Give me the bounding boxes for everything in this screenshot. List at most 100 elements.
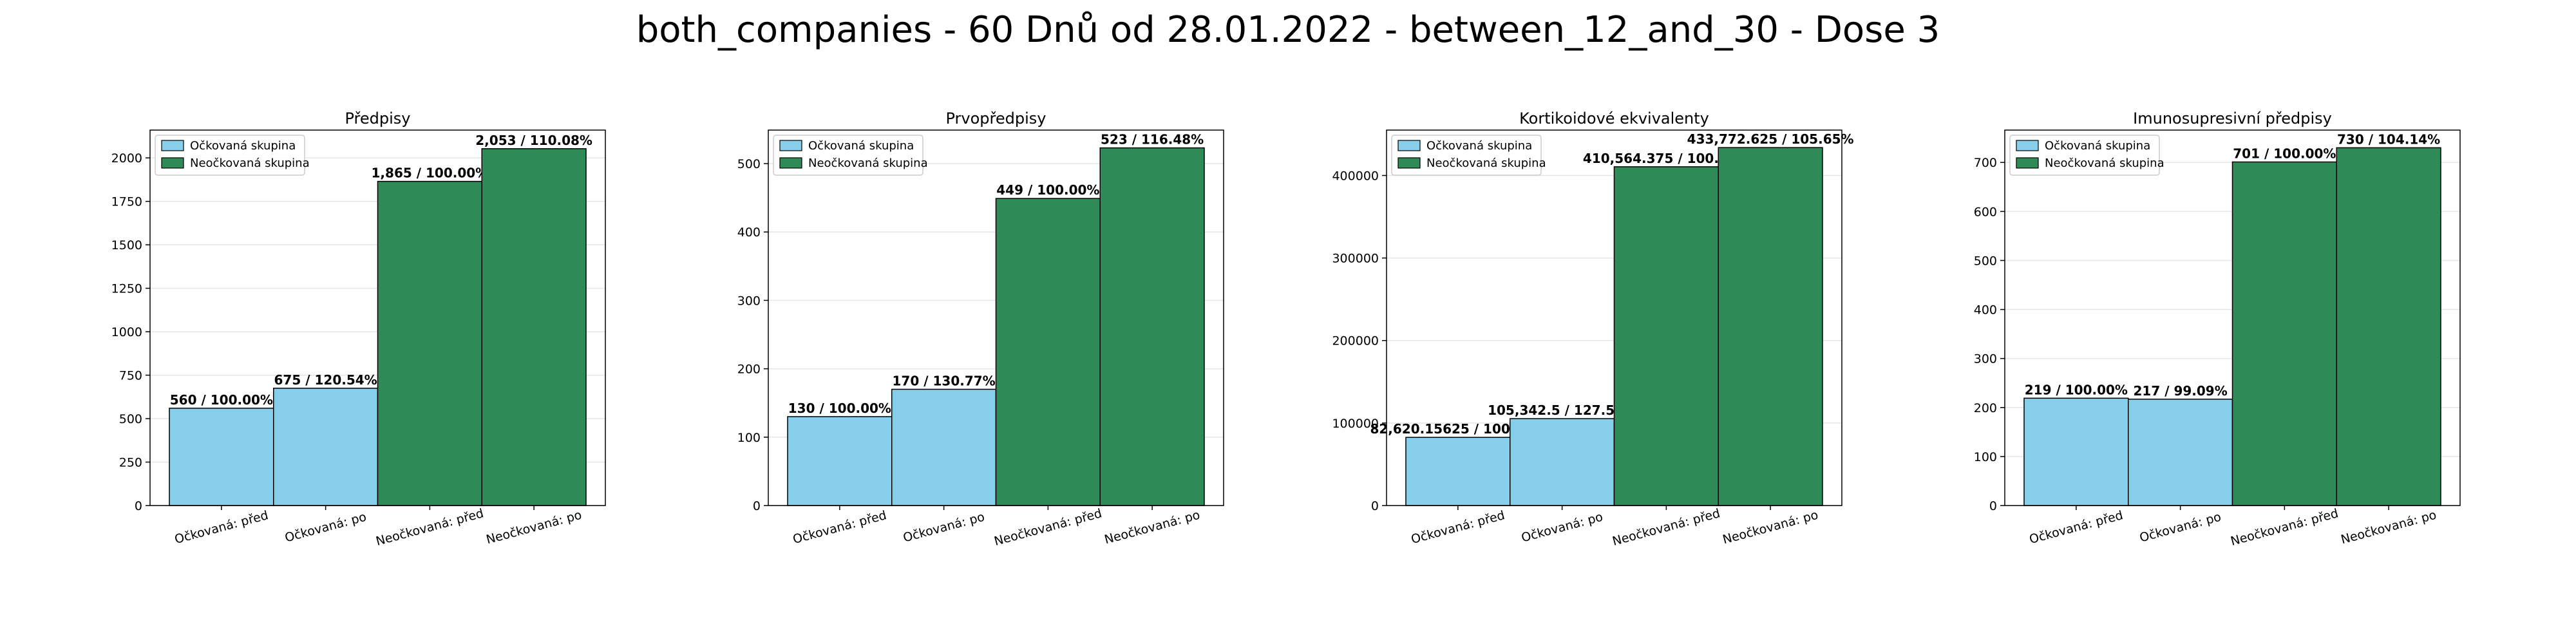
- y-tick-label: 100000: [1332, 417, 1379, 431]
- x-tick-label: Neočkovaná: po: [1721, 508, 1820, 547]
- legend-swatch: [161, 140, 184, 151]
- legend-swatch: [1397, 157, 1421, 169]
- x-tick-label: Očkovaná: před: [173, 508, 270, 547]
- y-tick-label: 300: [1974, 352, 1997, 366]
- chart-title: Předpisy: [345, 109, 411, 128]
- x-tick-label: Neočkovaná: po: [2340, 508, 2438, 547]
- y-tick-label: 700: [1974, 156, 1997, 170]
- y-tick-label: 0: [1989, 499, 1997, 513]
- x-tick-label: Očkovaná: po: [1520, 510, 1604, 545]
- legend-box: [1391, 135, 1542, 176]
- chart-panel-4: 219 / 100.00% Očkovaná: před 217 / 99.09% O…: [1974, 109, 2461, 549]
- y-tick-label: 0: [753, 499, 761, 513]
- legend-swatch: [161, 157, 184, 169]
- legend-label: Očkovaná skupina: [190, 139, 296, 153]
- legend-swatch: [2016, 140, 2039, 151]
- axes-frame: [2004, 129, 2461, 506]
- bar-value-label: 2,053 / 110.08%: [475, 133, 592, 148]
- y-tick-label: 1000: [111, 325, 142, 339]
- bar-1: [169, 408, 274, 506]
- bar-value-label: 219 / 100.00%: [2025, 382, 2128, 397]
- bar-4: [2336, 147, 2441, 506]
- y-tick-label: 1750: [111, 195, 142, 209]
- legend: Očkovaná skupina Neočkovaná skupina: [1391, 135, 1546, 176]
- x-tick-label: Očkovaná: po: [283, 510, 368, 545]
- legend-swatch: [779, 140, 802, 151]
- x-tick-label: Neočkovaná: před: [2229, 506, 2340, 549]
- legend: Očkovaná skupina Neočkovaná skupina: [773, 135, 928, 176]
- bar-3: [1613, 166, 1719, 506]
- y-tick-label: 300000: [1332, 252, 1379, 266]
- bar-value-label: 730 / 104.14%: [2337, 131, 2440, 147]
- y-tick-label: 0: [1371, 499, 1379, 513]
- x-tick-label: Neočkovaná: před: [374, 506, 485, 549]
- bar-value-label: 560 / 100.00%: [170, 392, 273, 408]
- y-tick-label: 500: [1974, 254, 1997, 268]
- x-tick-label: Očkovaná: před: [1410, 508, 1506, 547]
- bar-value-label: 170 / 130.77%: [893, 373, 996, 388]
- bar-4: [1718, 147, 1823, 506]
- y-tick-label: 300: [737, 294, 761, 308]
- bar-value-label: 675 / 120.54%: [274, 372, 377, 388]
- x-tick-label: Neočkovaná: před: [992, 506, 1103, 549]
- legend-label: Očkovaná skupina: [1426, 139, 1532, 153]
- y-tick-label: 200: [1974, 401, 1997, 415]
- x-tick-label: Očkovaná: před: [2028, 508, 2125, 547]
- bar-value-label: 217 / 99.09%: [2133, 383, 2227, 399]
- bar-value-label: 130 / 100.00%: [788, 401, 891, 416]
- bar-2: [891, 388, 997, 506]
- y-tick-label: 750: [119, 369, 142, 383]
- x-tick-label: Očkovaná: po: [2138, 510, 2222, 545]
- bar-3: [995, 198, 1101, 506]
- y-tick-label: 100: [1974, 450, 1997, 464]
- axes-frame: [1386, 129, 1842, 506]
- bar-value-label: 433,772.625 / 105.65%: [1687, 131, 1854, 147]
- bar-1: [2023, 397, 2129, 506]
- legend: Očkovaná skupina Neočkovaná skupina: [2009, 135, 2164, 176]
- y-tick-label: 100: [737, 431, 761, 445]
- bar-value-label: 701 / 100.00%: [2233, 146, 2336, 161]
- chart-panel-2: 130 / 100.00% Očkovaná: před 170 / 130.77%…: [737, 109, 1224, 549]
- bar-3: [377, 180, 482, 506]
- y-tick-label: 500: [737, 157, 761, 171]
- x-tick-label: Očkovaná: před: [791, 508, 888, 547]
- figure-suptitle: both_companies - 60 Dnů od 28.01.2022 - …: [636, 9, 1940, 51]
- y-tick-label: 2000: [111, 151, 142, 166]
- y-tick-label: 200000: [1332, 334, 1379, 348]
- legend-label: Neočkovaná skupina: [1426, 156, 1546, 170]
- y-tick-label: 0: [135, 499, 142, 513]
- bar-3: [2231, 161, 2337, 506]
- legend-box: [155, 135, 305, 176]
- bar-value-label: 523 / 116.48%: [1101, 132, 1204, 147]
- bar-1: [787, 416, 893, 506]
- chart-title: Kortikoidové ekvivalenty: [1519, 109, 1709, 128]
- y-tick-label: 600: [1974, 205, 1997, 219]
- y-tick-label: 250: [119, 456, 142, 470]
- x-tick-label: Neočkovaná: před: [1611, 506, 1721, 549]
- bar-2: [273, 388, 379, 506]
- legend-label: Neočkovaná skupina: [808, 156, 928, 170]
- chart-title: Prvopředpisy: [946, 109, 1046, 128]
- chart-panel-1: 560 / 100.00% Očkovaná: před 675 / 120.54%…: [111, 109, 606, 549]
- legend-swatch: [2016, 157, 2039, 169]
- y-tick-label: 500: [119, 412, 142, 426]
- legend-label: Neočkovaná skupina: [2045, 156, 2164, 170]
- legend-box: [2009, 135, 2160, 176]
- y-tick-label: 200: [737, 363, 761, 377]
- bar-4: [481, 148, 587, 506]
- x-tick-label: Očkovaná: po: [902, 510, 986, 545]
- bar-value-label: 1,865 / 100.00%: [372, 166, 489, 181]
- x-tick-label: Neočkovaná: po: [1103, 508, 1202, 547]
- bar-1: [1405, 437, 1511, 506]
- bar-value-label: 449 / 100.00%: [996, 182, 1099, 198]
- legend-label: Neočkovaná skupina: [190, 156, 310, 170]
- legend-swatch: [1397, 140, 1421, 151]
- y-tick-label: 400: [737, 225, 761, 240]
- y-tick-label: 400: [1974, 303, 1997, 317]
- y-tick-label: 1500: [111, 238, 142, 252]
- y-tick-label: 1250: [111, 282, 142, 296]
- legend-label: Očkovaná skupina: [808, 139, 914, 153]
- bar-2: [1510, 418, 1615, 506]
- y-tick-label: 400000: [1332, 169, 1379, 183]
